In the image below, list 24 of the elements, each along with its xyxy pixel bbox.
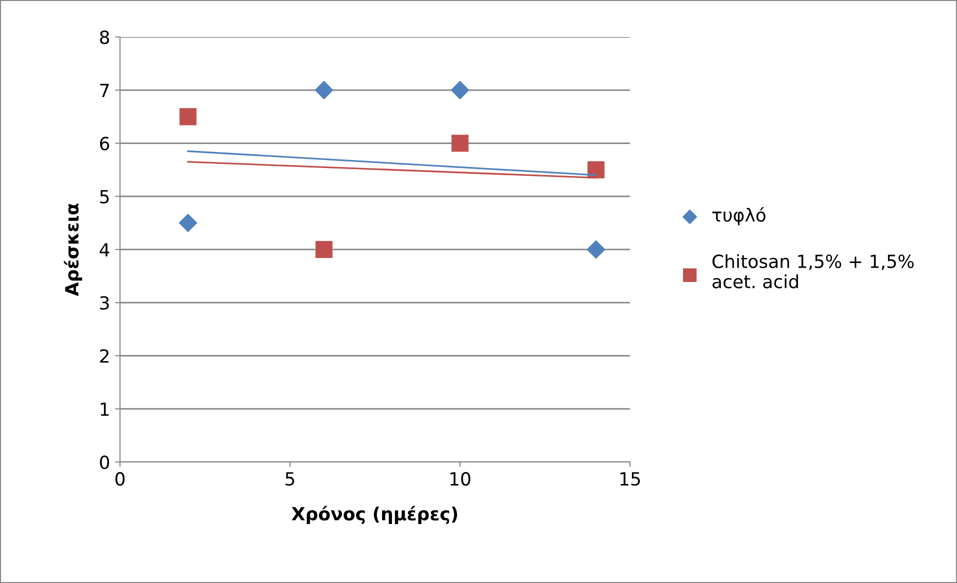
y-tick-label: 1 [100, 402, 109, 416]
y-tick-label: 5 [100, 190, 109, 204]
point [451, 134, 469, 152]
y-tick-label: 4 [100, 243, 110, 256]
x-tick-label: 5 [286, 472, 294, 486]
point [314, 80, 334, 100]
point [315, 240, 333, 258]
y-tick-label: 0 [100, 455, 110, 470]
point [178, 214, 198, 232]
legend-label: Chitosan 1,5% + 1,5% acet. acid [712, 254, 914, 288]
y-tick-label: 2 [100, 349, 108, 363]
y-tick-label: 6 [100, 136, 110, 150]
y-axis-title: Αρέσκεια [64, 204, 82, 296]
point [586, 240, 606, 259]
legend-label: τυφλό [712, 207, 766, 226]
point [179, 108, 197, 126]
x-axis-title: Χρόνος (ημέρες) [292, 506, 458, 524]
y-tick-label: 3 [100, 296, 109, 310]
x-tick-label: 0 [115, 472, 125, 486]
point [450, 80, 470, 100]
x-tick-label: 10 [450, 472, 470, 486]
x-tick-label: 15 [620, 472, 640, 486]
y-tick-label: 8 [100, 30, 110, 44]
y-tick-label: 7 [100, 84, 109, 97]
